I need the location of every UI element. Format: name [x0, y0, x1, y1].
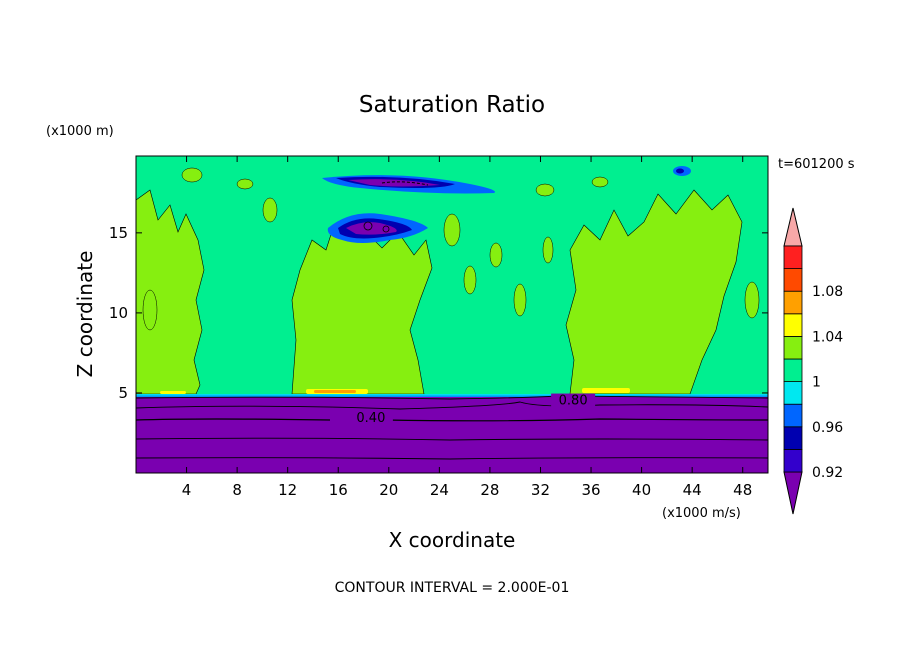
contour-label-bg [348, 411, 393, 426]
colorbar-swatch [783, 426, 803, 450]
colorbar-swatch [783, 245, 803, 270]
colorbar-swatch [783, 448, 803, 473]
chart-title: Saturation Ratio [359, 92, 545, 118]
colorbar-label: 1.04 [812, 329, 843, 345]
contour-label-bg [551, 393, 596, 408]
colorbar-label: 0.92 [812, 465, 843, 481]
plot-frame [135, 155, 769, 474]
colorbar-swatch [783, 268, 803, 292]
scattered-cells [142, 167, 760, 331]
layer-edge [136, 394, 768, 398]
x-tick-label: 48 [733, 481, 752, 499]
colorbar-swatch [783, 313, 803, 337]
y-axis-ticks: 5 10 15 [109, 224, 768, 402]
y-axis-unit: (x1000 m) [46, 124, 114, 139]
colorbar-extend-top [783, 207, 803, 247]
colorbar-swatch [783, 381, 803, 405]
x-tick-label: 12 [278, 481, 297, 499]
x-tick-label: 28 [480, 481, 499, 499]
colorbar-extend-bottom [783, 471, 803, 515]
colorbar-swatch [783, 358, 803, 383]
contour-interval-label: CONTOUR INTERVAL = 2.000E-01 [335, 580, 570, 596]
contour-line-label: 0.80 [559, 394, 588, 409]
lower-dry-layer [136, 397, 768, 473]
x-tick-label: 20 [379, 481, 398, 499]
supersat-column-right [565, 189, 743, 395]
x-tick-label: 40 [632, 481, 651, 499]
x-tick-label: 44 [683, 481, 702, 499]
x-tick-label: 36 [581, 481, 600, 499]
x-tick-label: 24 [430, 481, 449, 499]
x-tick-label: 16 [329, 481, 348, 499]
lower-contours [136, 395, 768, 460]
blue-spot [673, 166, 691, 176]
supersat-column-mid [291, 224, 433, 395]
y-tick-label: 5 [118, 384, 128, 402]
colorbar-label: 1.08 [812, 284, 843, 300]
x-tick-label: 4 [182, 481, 192, 499]
colorbar-label: 0.96 [812, 420, 843, 436]
contour-line-label: 0.40 [356, 411, 385, 426]
colorbar-swatch [783, 290, 803, 315]
x-axis-ticks: 4 8 12 16 20 24 28 32 36 40 44 48 [182, 156, 752, 499]
x-axis-unit: (x1000 m/s) [662, 506, 741, 521]
y-tick-label: 15 [109, 224, 128, 242]
time-label: t=601200 s [778, 157, 855, 172]
y-axis-label: Z coordinate [73, 251, 97, 378]
colorbar-swatch [783, 403, 803, 428]
x-tick-label: 32 [531, 481, 550, 499]
colorbar-swatch [783, 335, 803, 360]
y-tick-label: 10 [109, 304, 128, 322]
dry-layer-mid [327, 213, 428, 243]
x-tick-label: 8 [232, 481, 242, 499]
dry-layer-upper [322, 175, 495, 194]
colorbar-label: 1 [812, 375, 821, 391]
x-axis-label: X coordinate [389, 528, 516, 552]
colorbar: 1.08 1.04 1 0.96 0.92 [783, 207, 843, 515]
supersat-column-left [136, 189, 205, 395]
plot-area: 0.40 0.80 [136, 156, 768, 473]
high-saturation-patches [160, 388, 630, 394]
